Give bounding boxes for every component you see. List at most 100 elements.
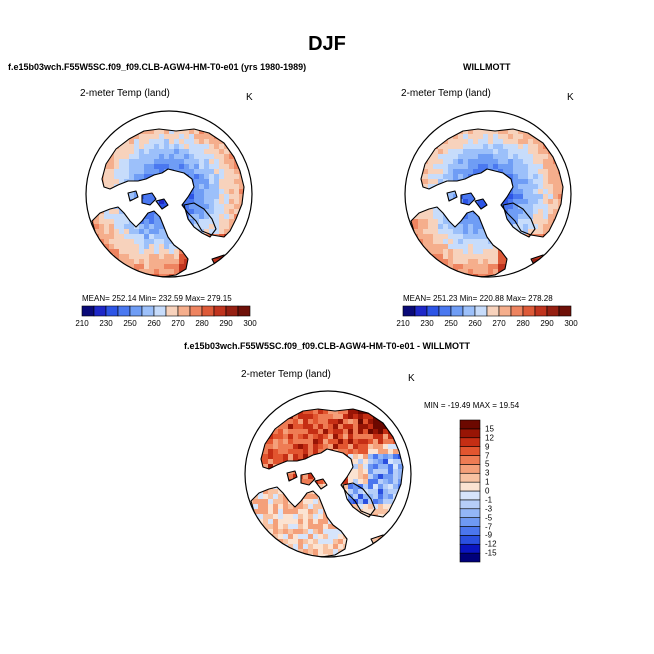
map-cell <box>408 154 413 159</box>
panel2-stats: MEAN= 251.23 Min= 220.88 Max= 278.28 <box>403 294 553 303</box>
map-cell <box>353 424 358 429</box>
colorbar-swatch <box>535 306 547 316</box>
map-cell <box>248 419 253 424</box>
map-cell <box>288 419 293 424</box>
map-cell <box>563 244 568 249</box>
map-cell <box>408 124 413 129</box>
map-cell <box>438 269 443 274</box>
map-cell <box>174 259 179 264</box>
map-cell <box>214 154 219 159</box>
map-cell <box>179 254 184 259</box>
map-cell <box>568 254 573 259</box>
colorbar-label: -5 <box>485 513 492 522</box>
map-cell <box>443 269 448 274</box>
map-cell <box>448 254 453 259</box>
map-cell <box>563 249 568 254</box>
map-cell <box>244 109 249 114</box>
map-cell <box>363 419 368 424</box>
map-cell <box>204 164 209 169</box>
map-cell <box>473 269 478 274</box>
map-cell <box>283 504 288 509</box>
map-cell <box>358 474 363 479</box>
map-cell <box>438 224 443 229</box>
map-cell <box>413 129 418 134</box>
map-cell <box>224 264 229 269</box>
map-cell <box>149 154 154 159</box>
map-cell <box>403 524 408 529</box>
map-cell <box>548 199 553 204</box>
colorbar-swatch <box>403 306 415 316</box>
map-cell <box>563 264 568 269</box>
colorbar-swatch <box>487 306 499 316</box>
map-cell <box>383 554 388 559</box>
colorbar-tick-label: 270 <box>492 319 505 328</box>
map-cell <box>244 149 249 154</box>
map-cell <box>528 184 533 189</box>
colorbar-tick-label: 230 <box>99 319 112 328</box>
map-cell <box>408 529 413 534</box>
map-cell <box>248 429 253 434</box>
map-cell <box>363 484 368 489</box>
map-cell <box>159 139 164 144</box>
map-cell <box>249 244 254 249</box>
map-cell <box>219 159 224 164</box>
map-cell <box>84 159 89 164</box>
map-cell <box>288 549 293 554</box>
map-cell <box>348 419 353 424</box>
map-cell <box>388 439 393 444</box>
map-cell <box>174 264 179 269</box>
panel2-map <box>403 109 573 279</box>
map-cell <box>189 154 194 159</box>
map-cell <box>463 154 468 159</box>
map-cell <box>164 149 169 154</box>
map-cell <box>204 174 209 179</box>
map-cell <box>268 439 273 444</box>
map-cell <box>548 179 553 184</box>
map-cell <box>303 509 308 514</box>
map-cell <box>129 114 134 119</box>
map-cell <box>383 544 388 549</box>
map-cell <box>523 139 528 144</box>
map-cell <box>378 484 383 489</box>
map-cell <box>239 144 244 149</box>
map-cell <box>119 254 124 259</box>
map-cell <box>219 144 224 149</box>
map-cell <box>468 149 473 154</box>
map-cell <box>558 264 563 269</box>
map-cell <box>194 214 199 219</box>
map-cell <box>383 449 388 454</box>
map-cell <box>199 154 204 159</box>
map-cell <box>229 199 234 204</box>
map-cell <box>258 514 263 519</box>
map-cell <box>169 264 174 269</box>
map-cell <box>199 159 204 164</box>
map-cell <box>124 159 129 164</box>
map-cell <box>258 389 263 394</box>
map-cell <box>243 414 248 419</box>
map-cell <box>273 519 278 524</box>
map-cell <box>408 389 413 394</box>
map-cell <box>538 219 543 224</box>
map-cell <box>318 549 323 554</box>
colorbar-swatch <box>460 438 480 447</box>
map-cell <box>298 519 303 524</box>
map-cell <box>293 434 298 439</box>
map-cell <box>358 439 363 444</box>
map-cell <box>249 249 254 254</box>
map-cell <box>523 144 528 149</box>
map-cell <box>313 534 318 539</box>
map-cell <box>253 499 258 504</box>
map-cell <box>293 529 298 534</box>
colorbar-label: 15 <box>485 424 494 433</box>
map-cell <box>249 119 254 124</box>
map-cell <box>458 264 463 269</box>
map-cell <box>533 149 538 154</box>
map-cell <box>418 124 423 129</box>
map-cell <box>253 389 258 394</box>
map-cell <box>378 399 383 404</box>
map-cell <box>114 219 119 224</box>
map-cell <box>104 264 109 269</box>
map-cell <box>418 214 423 219</box>
map-cell <box>144 159 149 164</box>
map-cell <box>119 114 124 119</box>
